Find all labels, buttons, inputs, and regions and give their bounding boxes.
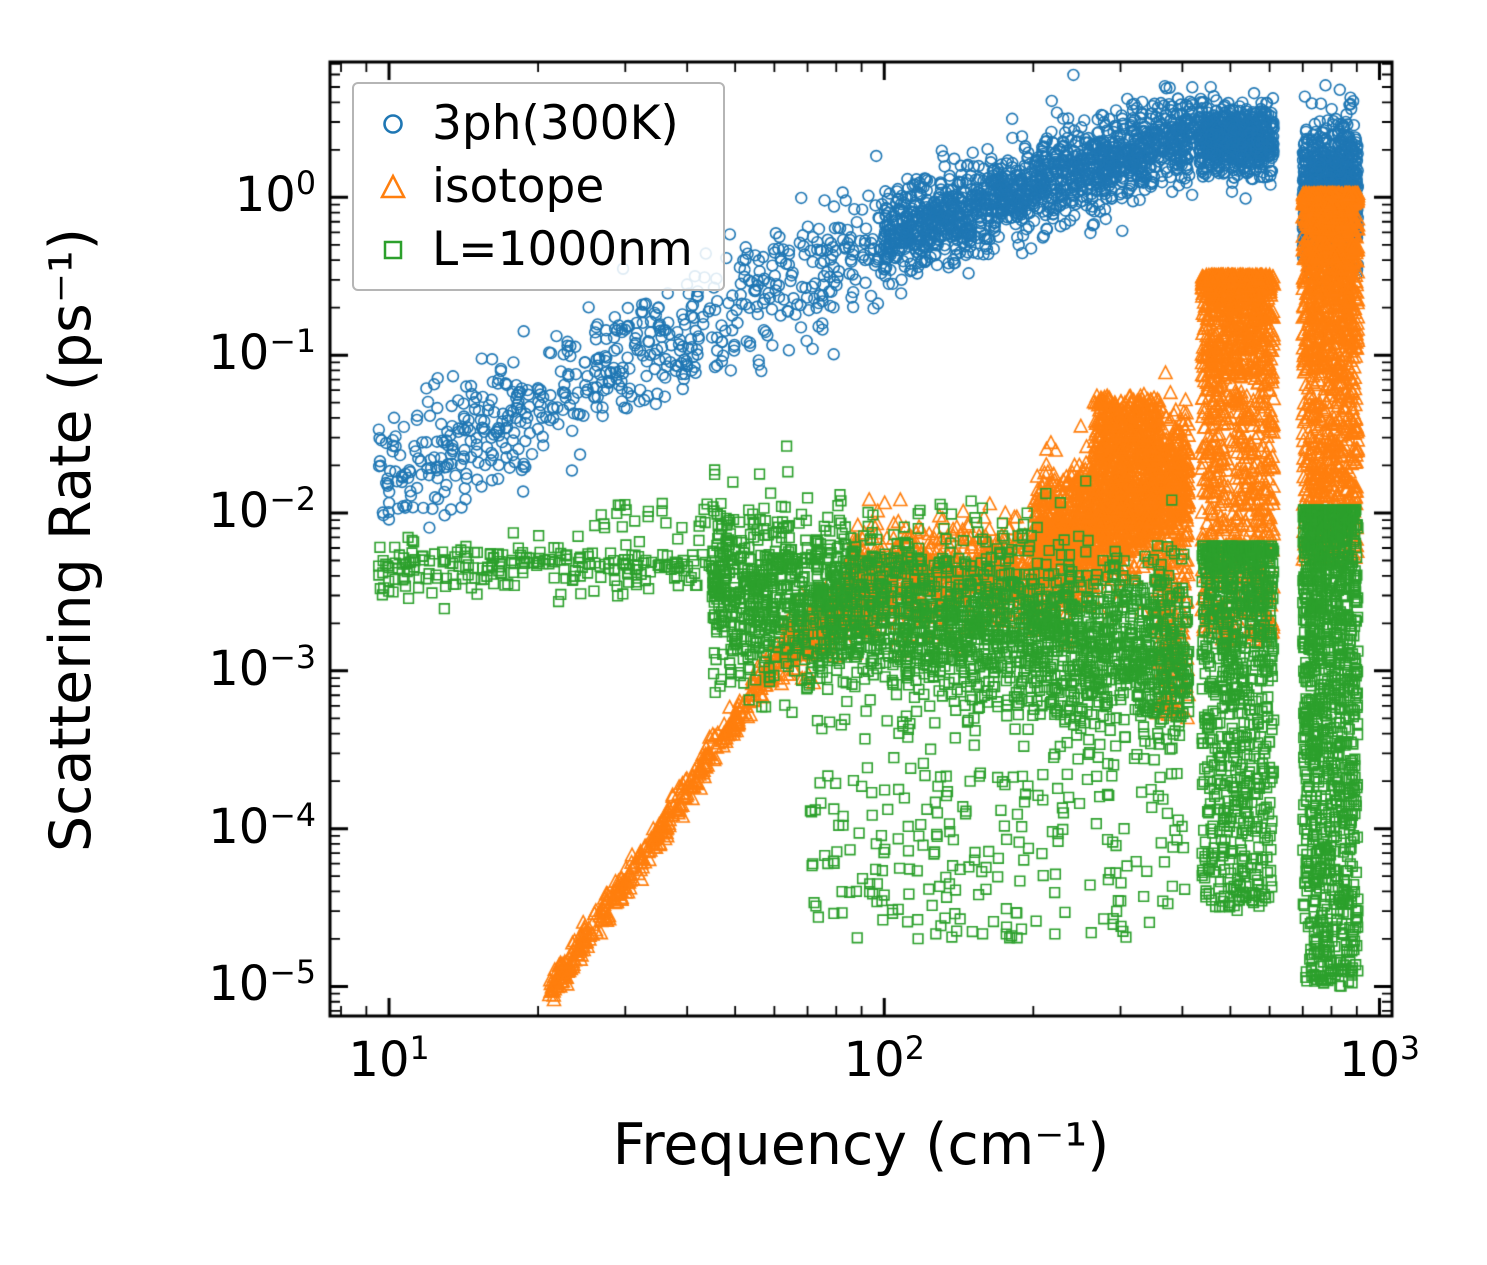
legend-label-3ph: 3ph(300K)	[432, 96, 679, 151]
legend-item-3ph: 3ph(300K)	[370, 96, 693, 151]
legend-circle-glyph	[383, 113, 403, 134]
legend-item-L1000nm: L=1000nm	[370, 222, 693, 277]
legend-label-L1000nm: L=1000nm	[432, 222, 693, 277]
open-triangle-marker-icon	[379, 172, 407, 198]
legend-triangle-glyph	[379, 172, 407, 198]
x-axis-label: Frequency (cm⁻¹)	[612, 1112, 1110, 1178]
legend-label-isotope: isotope	[432, 159, 605, 214]
legend-square-glyph	[383, 240, 403, 259]
y-axis-label: Scattering Rate (ps⁻¹)	[38, 227, 104, 853]
open-circle-marker-icon	[383, 113, 403, 134]
legend: 3ph(300K) isotope L=1000nm	[352, 82, 725, 291]
legend-item-isotope: isotope	[370, 159, 693, 214]
open-square-marker-icon	[383, 240, 403, 259]
